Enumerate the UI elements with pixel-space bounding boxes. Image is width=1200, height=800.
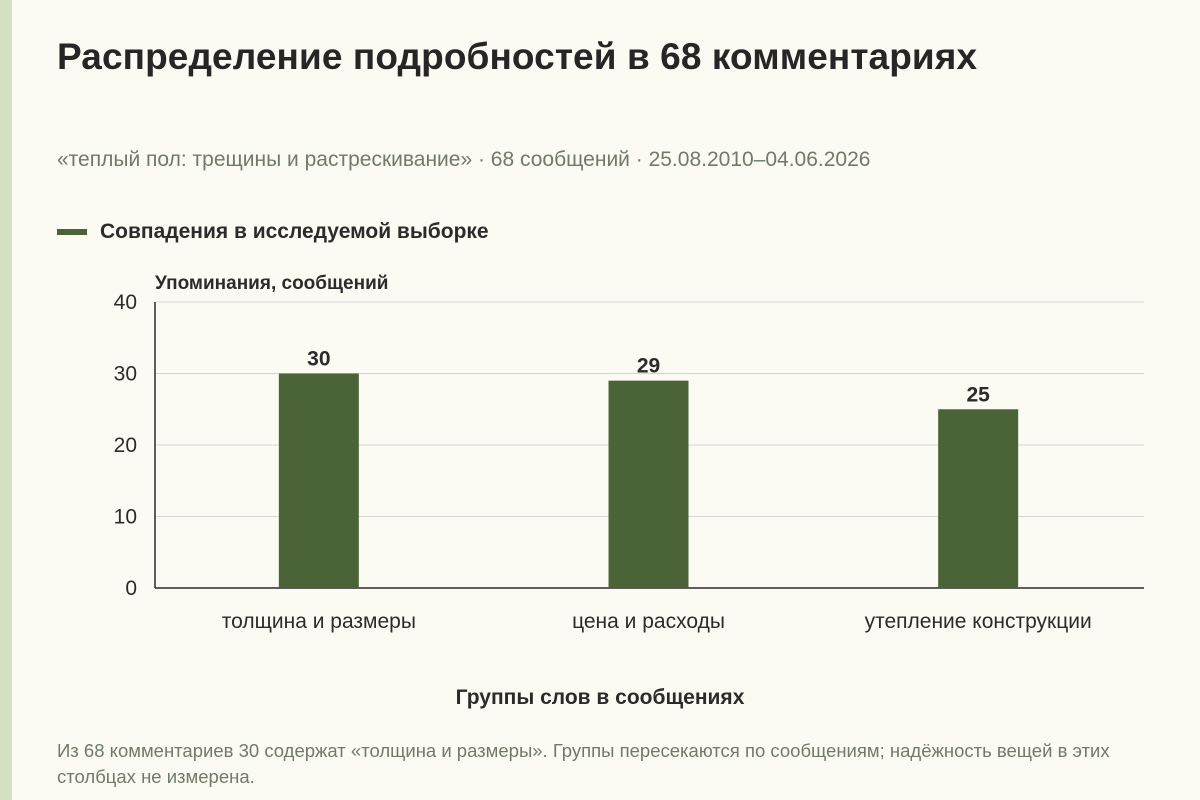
legend-label: Совпадения в исследуемой выборке <box>100 220 489 243</box>
y-tick-label: 40 <box>114 291 137 314</box>
x-tick-label: цена и расходы <box>572 610 725 633</box>
x-tick-labels: толщина и размеры цена и расходы утепление… <box>222 610 1092 633</box>
chart-title: Распределение подробностей в 68 коммента… <box>57 36 978 77</box>
chart-subtitle: «теплый пол: трещины и растрескивание» ·… <box>57 148 871 171</box>
bar-1 <box>278 373 359 588</box>
x-axis-label: Группы слов в сообщениях <box>455 686 745 709</box>
y-tick-label: 0 <box>125 577 137 600</box>
accent-stripe <box>0 0 12 800</box>
legend: Совпадения в исследуемой выборке <box>57 220 489 244</box>
x-axis-label-wrap: Группы слов в сообщениях <box>0 686 1200 710</box>
y-tick-label: 20 <box>114 434 137 457</box>
y-tick-label: 30 <box>114 363 137 386</box>
y-tick-label: 10 <box>114 506 137 529</box>
bar-value-label: 29 <box>637 355 660 378</box>
legend-swatch <box>57 229 87 235</box>
bars <box>278 373 1019 588</box>
x-tick-label: толщина и размеры <box>222 610 416 633</box>
data-labels: 30 29 25 <box>307 348 990 407</box>
bar-value-label: 30 <box>307 348 330 371</box>
y-axis-label: Упоминания, сообщений <box>155 273 389 294</box>
footnote: Из 68 комментариев 30 содержат «толщина … <box>57 740 1110 787</box>
bar-2 <box>608 380 689 588</box>
x-tick-label: утепление конструкции <box>865 610 1092 633</box>
bar-value-label: 25 <box>966 383 990 406</box>
bar-3 <box>938 409 1019 588</box>
y-ticks: 0 10 20 30 40 <box>114 291 137 600</box>
